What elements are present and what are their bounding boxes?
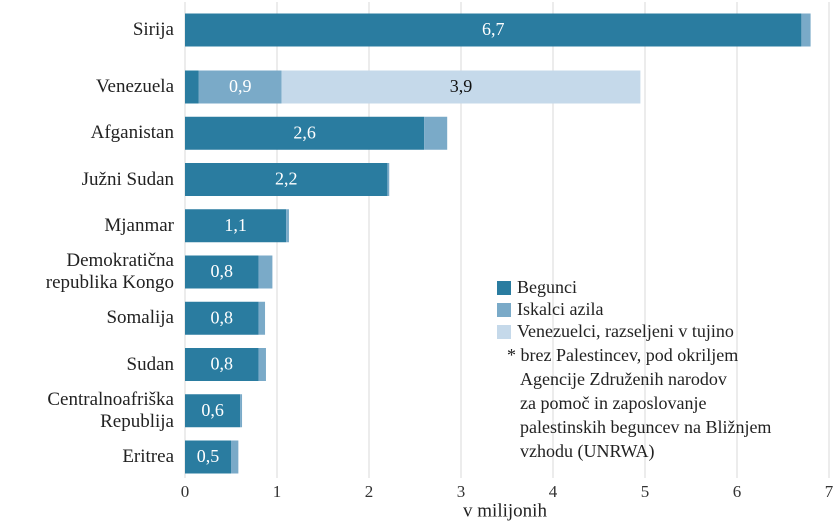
y-tick-label: Mjanmar	[104, 214, 174, 236]
bar-segment	[258, 348, 266, 381]
bar-segment	[281, 70, 641, 104]
bar-segment	[387, 163, 390, 196]
bar-segment	[185, 440, 231, 474]
y-tick-label: Demokratična republika Kongo	[45, 250, 174, 293]
value-label: 2,2	[275, 169, 298, 189]
y-tick-label: Eritrea	[122, 446, 174, 467]
bar-segment	[198, 70, 282, 104]
y-tick-label: Afganistan	[90, 122, 174, 144]
x-tick-label: 4	[549, 482, 558, 501]
value-label: 0,8	[211, 261, 234, 281]
legend-label: Venezuelci, razseljeni v tujino	[517, 321, 734, 341]
bar-segment	[185, 163, 388, 196]
y-tick-label: Venezuela	[95, 76, 174, 97]
y-tick-label: Južni Sudan	[81, 168, 174, 190]
bar-segment	[258, 301, 266, 335]
legend-swatch	[497, 325, 511, 339]
note-line: za pomoč in zaposlovanje	[520, 393, 706, 413]
bar-segment	[185, 70, 199, 104]
y-tick-label: Sirija	[132, 19, 174, 40]
note-line: palestinskih beguncev na Bližnjem	[520, 417, 771, 437]
x-tick-label: 7	[825, 482, 834, 501]
value-label: 0,5	[197, 446, 220, 466]
note-line: Agencije Združenih narodov	[520, 369, 727, 389]
bar-segment	[185, 209, 287, 243]
note-line: vzhodu (UNRWA)	[520, 441, 654, 462]
value-label: 0,8	[211, 307, 234, 327]
value-label: 0,8	[211, 354, 234, 374]
y-tick-label: Somalija	[106, 307, 174, 329]
x-tick-label: 3	[457, 482, 466, 501]
bar-segment	[185, 301, 259, 335]
note-line: * brez Palestincev, pod okriljem	[507, 345, 738, 365]
bar-segment	[801, 13, 811, 47]
bar-segment	[258, 255, 273, 289]
value-label: 0,9	[229, 76, 252, 96]
x-axis-label: v milijonih	[463, 500, 547, 521]
bar-segment	[185, 116, 425, 150]
bar-segment	[240, 394, 243, 428]
x-tick-label: 2	[365, 482, 374, 501]
bar-segment	[231, 440, 239, 474]
value-label: 3,9	[450, 76, 473, 96]
y-tick-label: Sudan	[126, 353, 175, 375]
legend-swatch	[497, 281, 511, 295]
value-label: 6,7	[482, 19, 505, 39]
value-label: 2,6	[293, 122, 316, 142]
legend-swatch	[497, 303, 511, 317]
value-label: 0,6	[201, 400, 224, 420]
bar-segment	[185, 394, 241, 428]
x-tick-label: 0	[181, 482, 190, 501]
y-tick-label: Centralnoafriška Republija	[47, 388, 174, 432]
x-tick-label: 1	[273, 482, 282, 501]
x-tick-label: 6	[733, 482, 742, 501]
legend-label: Iskalci azila	[517, 299, 603, 319]
bar-segment	[424, 116, 448, 150]
bar-segment	[185, 348, 259, 381]
x-tick-label: 5	[641, 482, 650, 501]
legend-label: Begunci	[517, 277, 577, 297]
bar-segment	[286, 209, 289, 243]
value-label: 1,1	[224, 215, 247, 235]
bar-segment	[185, 13, 802, 47]
bar-segment	[185, 255, 259, 289]
